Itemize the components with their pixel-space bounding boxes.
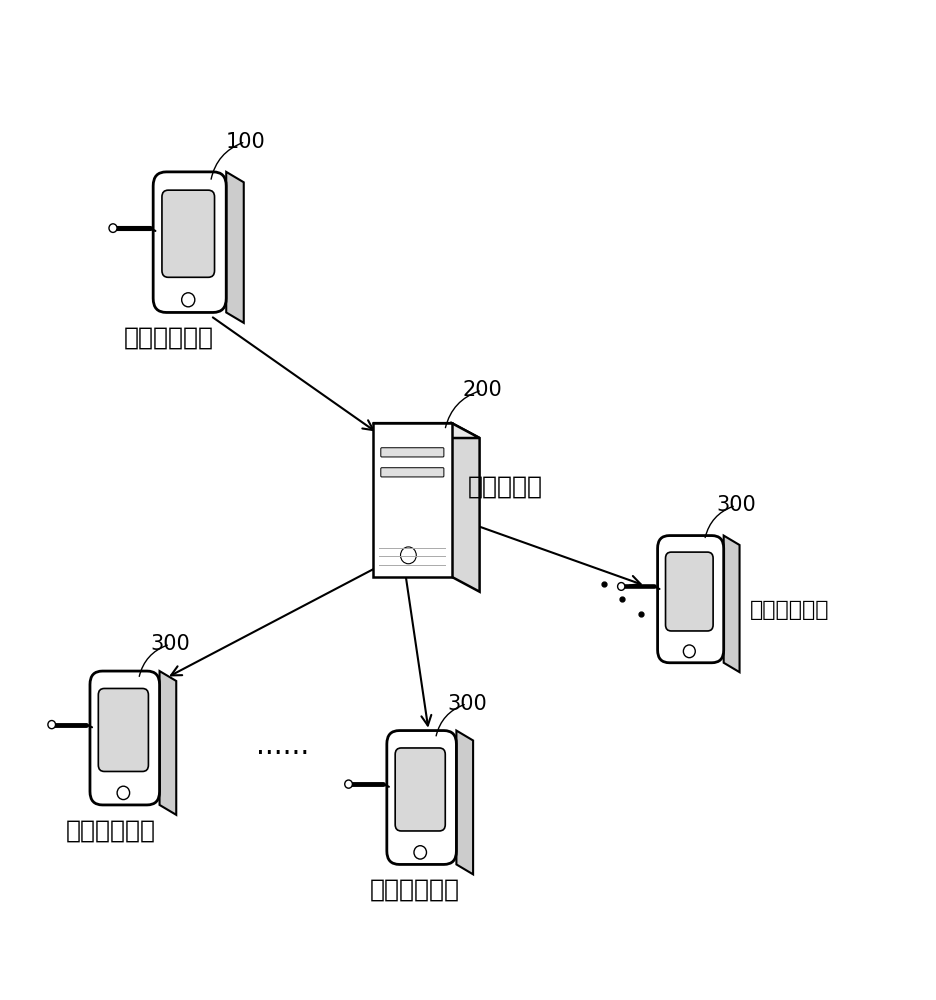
Polygon shape bbox=[724, 536, 739, 672]
FancyBboxPatch shape bbox=[154, 172, 227, 312]
Polygon shape bbox=[457, 731, 473, 874]
Text: 测试移动终端: 测试移动终端 bbox=[370, 878, 460, 902]
FancyBboxPatch shape bbox=[90, 671, 159, 805]
Circle shape bbox=[109, 224, 117, 232]
Circle shape bbox=[182, 293, 195, 307]
FancyBboxPatch shape bbox=[658, 536, 724, 663]
Polygon shape bbox=[373, 423, 452, 577]
Circle shape bbox=[344, 780, 352, 788]
Circle shape bbox=[618, 583, 625, 590]
Text: 云端服务器: 云端服务器 bbox=[468, 475, 543, 499]
Text: 300: 300 bbox=[716, 495, 755, 515]
Text: 300: 300 bbox=[150, 634, 190, 654]
FancyBboxPatch shape bbox=[98, 688, 149, 771]
FancyBboxPatch shape bbox=[381, 448, 444, 457]
Polygon shape bbox=[373, 423, 479, 438]
Text: ......: ...... bbox=[256, 732, 309, 760]
FancyBboxPatch shape bbox=[381, 468, 444, 477]
Polygon shape bbox=[452, 423, 479, 592]
Circle shape bbox=[401, 547, 417, 564]
Circle shape bbox=[683, 645, 695, 658]
Polygon shape bbox=[227, 172, 243, 323]
Text: 测试移动终端: 测试移动终端 bbox=[750, 600, 829, 620]
Circle shape bbox=[48, 721, 55, 729]
Text: 测试移动终端: 测试移动终端 bbox=[66, 818, 156, 842]
Text: 100: 100 bbox=[226, 132, 265, 152]
Polygon shape bbox=[159, 671, 176, 815]
FancyBboxPatch shape bbox=[665, 552, 713, 631]
Text: 300: 300 bbox=[447, 694, 487, 714]
Circle shape bbox=[414, 846, 427, 859]
FancyBboxPatch shape bbox=[162, 190, 214, 277]
Text: 200: 200 bbox=[462, 380, 502, 400]
FancyBboxPatch shape bbox=[387, 731, 457, 864]
FancyBboxPatch shape bbox=[395, 748, 446, 831]
Circle shape bbox=[117, 786, 129, 800]
Text: 主控移动终端: 主控移动终端 bbox=[124, 325, 213, 349]
